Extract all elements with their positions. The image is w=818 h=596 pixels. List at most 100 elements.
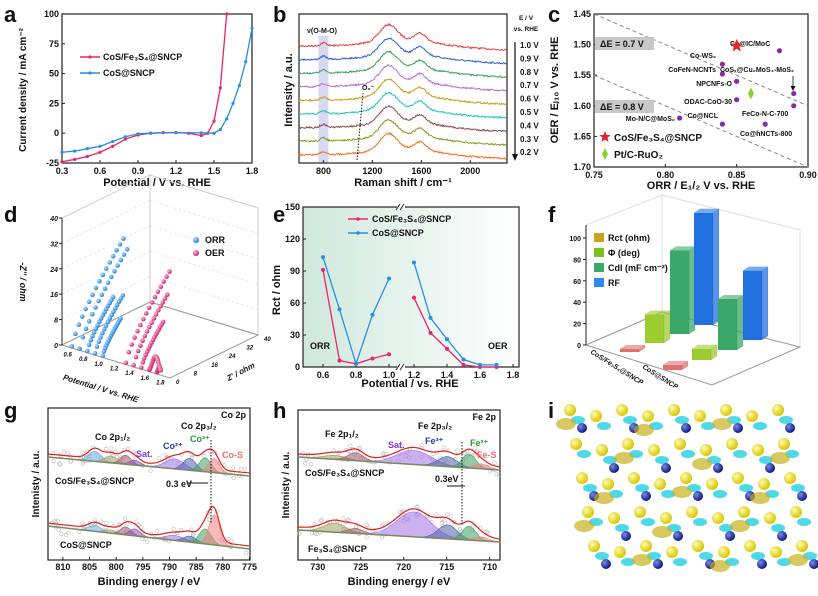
impedance-point [85,348,90,354]
impedance-point [103,323,109,328]
raw-data-point [202,454,207,459]
data-point [244,60,248,64]
panel-letter: h [273,398,286,423]
charge-density-lobe [574,520,594,532]
raw-data-point [357,446,363,451]
sulfur-atom [596,444,608,456]
impedance-point [146,305,152,311]
impedance-point [69,344,75,349]
sulfur-atom [648,444,660,456]
raw-data-point [386,521,391,526]
raw-data-point [492,460,497,465]
metal-atom [693,491,703,501]
x-axis-label: Raman shift / cm⁻¹ [354,177,452,189]
impedance-point [105,280,111,286]
data-point [387,276,391,281]
y-tick-label: 32 [246,346,253,352]
impedance-point [138,322,143,328]
raw-data-point [212,450,217,455]
x-tick-label: 1.2 [110,367,119,373]
point-label: Co@NCL [687,113,718,120]
charge-density-lobe [597,422,611,430]
charge-density-lobe [583,484,597,492]
x-axis-label: Binding energy / eV [348,576,451,588]
impedance-point [138,343,143,349]
impedance-point [100,272,106,278]
panel-letter: f [548,202,556,227]
legend-marker [88,55,92,59]
peak-label: Co 2p₃/₂ [181,421,217,431]
delta-e-box [595,37,654,50]
x-tick-label: 1.2 [170,166,183,176]
impedance-point [124,246,130,252]
metal-atom [673,531,683,541]
data-point [212,131,216,135]
legend-swatch [594,233,604,242]
x-tick-label: 1.4 [441,370,454,380]
raw-data-point [303,461,308,466]
spectrum-line [298,37,507,65]
legend-label: OER [205,248,225,258]
charge-density-lobe [577,450,591,458]
potential-label: 0.2 V [520,148,539,157]
metal-atom [733,423,743,433]
sulfur-atom [608,512,620,524]
x-tick-label: 0.9 [132,166,145,176]
data-point [412,295,416,300]
legend-swatch [594,263,604,272]
data-point [461,362,466,367]
x-tick-label: 1200 [362,166,382,176]
o2-label: O₂⁻ [362,85,375,92]
x-tick-label: 730 [310,562,325,572]
bar-front [692,348,711,360]
sulfur-atom [738,506,750,518]
floor [584,311,802,386]
data-point [237,83,241,88]
sulfur-atom [746,410,758,422]
impedance-point [91,330,97,335]
metal-atom [809,559,818,569]
impedance-point [153,312,159,317]
impedance-point [98,335,103,340]
data-point [73,157,77,162]
delta-e-label: ΔE = 0.8 V [600,102,644,112]
raw-data-point [379,535,385,540]
impedance-point [86,299,92,305]
y-tick-label: 0 [176,380,180,386]
bar-top [692,344,717,349]
metal-atom [681,423,691,433]
grid-line [149,250,259,285]
raw-data-point [148,468,153,473]
sulfur-atom [784,472,796,484]
impedance-point [110,294,116,300]
y-tick-label: 25 [49,98,59,108]
metal-atom [725,531,735,541]
z-tick-label: 60 [573,279,581,286]
sulfur-atom [796,540,808,552]
data-point [111,144,115,148]
back-wall [61,174,151,346]
y-tick-label: 0 [295,362,300,372]
y-tick-label: -25 [46,158,59,168]
data-point [354,361,358,366]
raw-data-point [122,447,127,452]
metal-atom [621,531,631,541]
charge-density-lobe [655,456,669,464]
peak-label: Fe³⁺ [425,436,444,446]
sulfur-atom [726,438,738,450]
band-highlight [318,36,329,163]
data-point [321,267,325,272]
spectrum-line [298,131,508,160]
sample-label: CoS/Fe₃S₄@SNCP [305,468,384,478]
axis-break [397,204,405,210]
grid-line [61,200,151,244]
impedance-point [93,305,98,310]
raw-data-point [497,472,502,477]
impedance-point [118,316,123,321]
x-tick-label: 1.6 [141,376,150,382]
impedance-point [105,319,111,325]
charge-density-lobe [672,486,692,498]
raw-data-point [297,531,302,536]
data-point [225,117,229,121]
metal-atom [601,559,611,569]
